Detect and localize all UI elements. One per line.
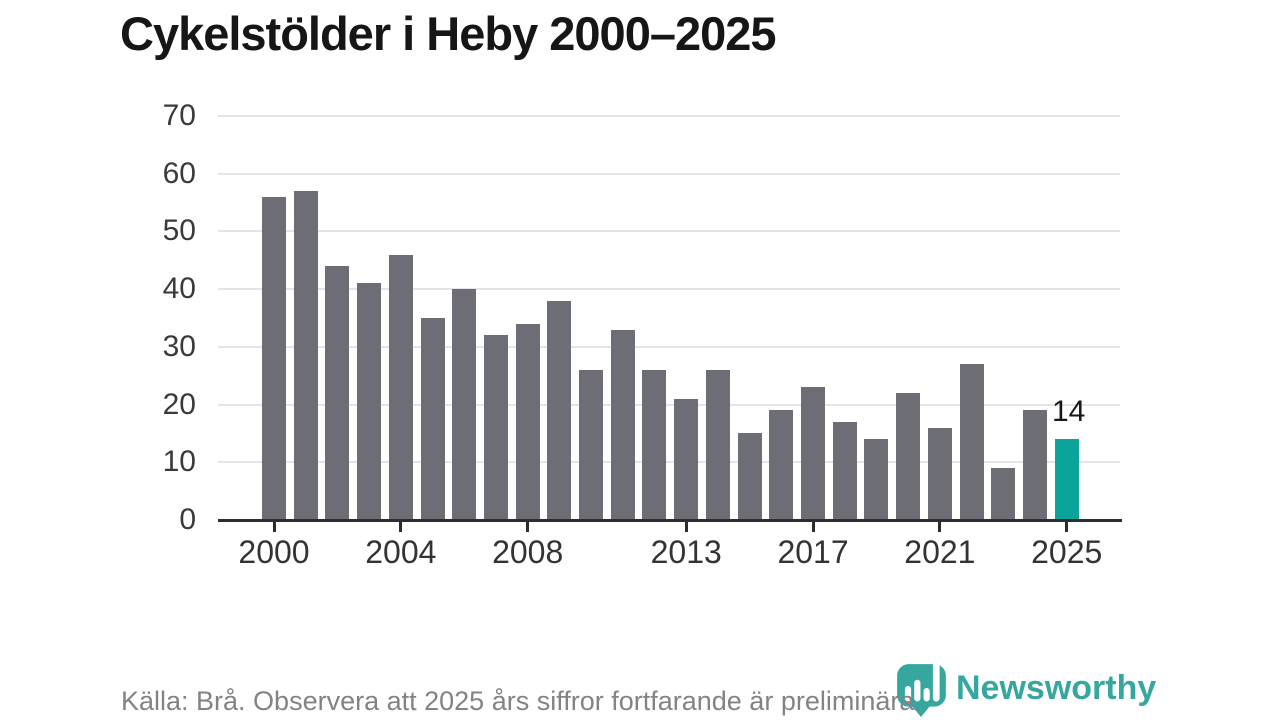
y-axis-tick-label: 20 [162, 387, 196, 421]
x-axis-tick-label: 2025 [1031, 534, 1103, 570]
bar-2022 [959, 364, 984, 520]
x-axis-tick [1065, 521, 1069, 532]
gridline-y-60 [218, 172, 1120, 175]
x-axis-tick-label: 2004 [365, 534, 437, 570]
y-axis-tick-label: 10 [162, 445, 196, 479]
bar-2014 [705, 369, 730, 520]
x-axis-baseline [218, 519, 1122, 522]
chart-title: Cykelstölder i Heby 2000–2025 [120, 7, 777, 60]
gridline-y-70 [218, 115, 1120, 117]
bar-2013 [674, 398, 699, 520]
bar-2016 [769, 410, 794, 520]
newsworthy-wordmark: Newsworthy [956, 669, 1157, 707]
x-axis-tick-label: 2000 [238, 534, 310, 570]
y-axis-tick-label: 0 [179, 503, 196, 536]
bar-2017 [801, 387, 826, 520]
y-axis-tick-label: 70 [162, 99, 196, 132]
bar-2012 [642, 369, 667, 520]
bar-2021 [927, 427, 952, 520]
x-axis-tick [811, 521, 815, 532]
bar-2010 [579, 369, 604, 520]
bar-value-label: 14 [1052, 395, 1086, 429]
highlighted-bar-2025 [1054, 439, 1079, 520]
x-axis-tick [272, 521, 276, 532]
gridline-y-20 [218, 403, 1120, 406]
newsworthy-logo: Newsworthy [896, 660, 1156, 717]
y-axis-tick-label: 30 [162, 329, 196, 363]
bar-2004 [388, 254, 413, 520]
bar-2015 [737, 433, 762, 520]
x-axis-tick [526, 521, 530, 532]
gridline-y-40 [218, 288, 1120, 291]
bar-2024 [1022, 410, 1047, 520]
gridline-y-50 [218, 230, 1120, 233]
x-axis-tick [684, 521, 688, 532]
bar-2002 [325, 266, 350, 520]
bar-2000 [262, 196, 286, 520]
source-note: Källa: Brå. Observera att 2025 års siffr… [121, 686, 922, 716]
bar-2020 [896, 393, 921, 520]
x-axis-tick-label: 2021 [904, 534, 976, 570]
bar-2018 [832, 421, 857, 520]
bar-2007 [483, 335, 508, 520]
x-axis-tick-label: 2013 [650, 534, 722, 570]
x-axis-tick [938, 521, 942, 532]
bar-2006 [452, 289, 477, 520]
y-axis-tick-label: 60 [162, 156, 196, 190]
bar-2009 [547, 300, 572, 520]
bar-2001 [293, 191, 318, 520]
bar-2019 [864, 439, 889, 520]
x-axis-tick [399, 521, 403, 532]
newsworthy-pin-icon [897, 660, 946, 717]
bar-2003 [357, 283, 382, 520]
y-axis-tick-label: 40 [162, 272, 196, 306]
bar-2023 [991, 468, 1016, 520]
bar-2005 [420, 318, 445, 520]
bar-2008 [515, 323, 540, 520]
gridline-y-10 [218, 461, 1120, 464]
gridline-y-30 [218, 345, 1120, 348]
x-axis-tick-label: 2017 [777, 534, 849, 570]
bar-2011 [610, 329, 635, 520]
x-axis-tick-label: 2008 [492, 534, 564, 570]
y-axis-tick-label: 50 [162, 214, 196, 248]
